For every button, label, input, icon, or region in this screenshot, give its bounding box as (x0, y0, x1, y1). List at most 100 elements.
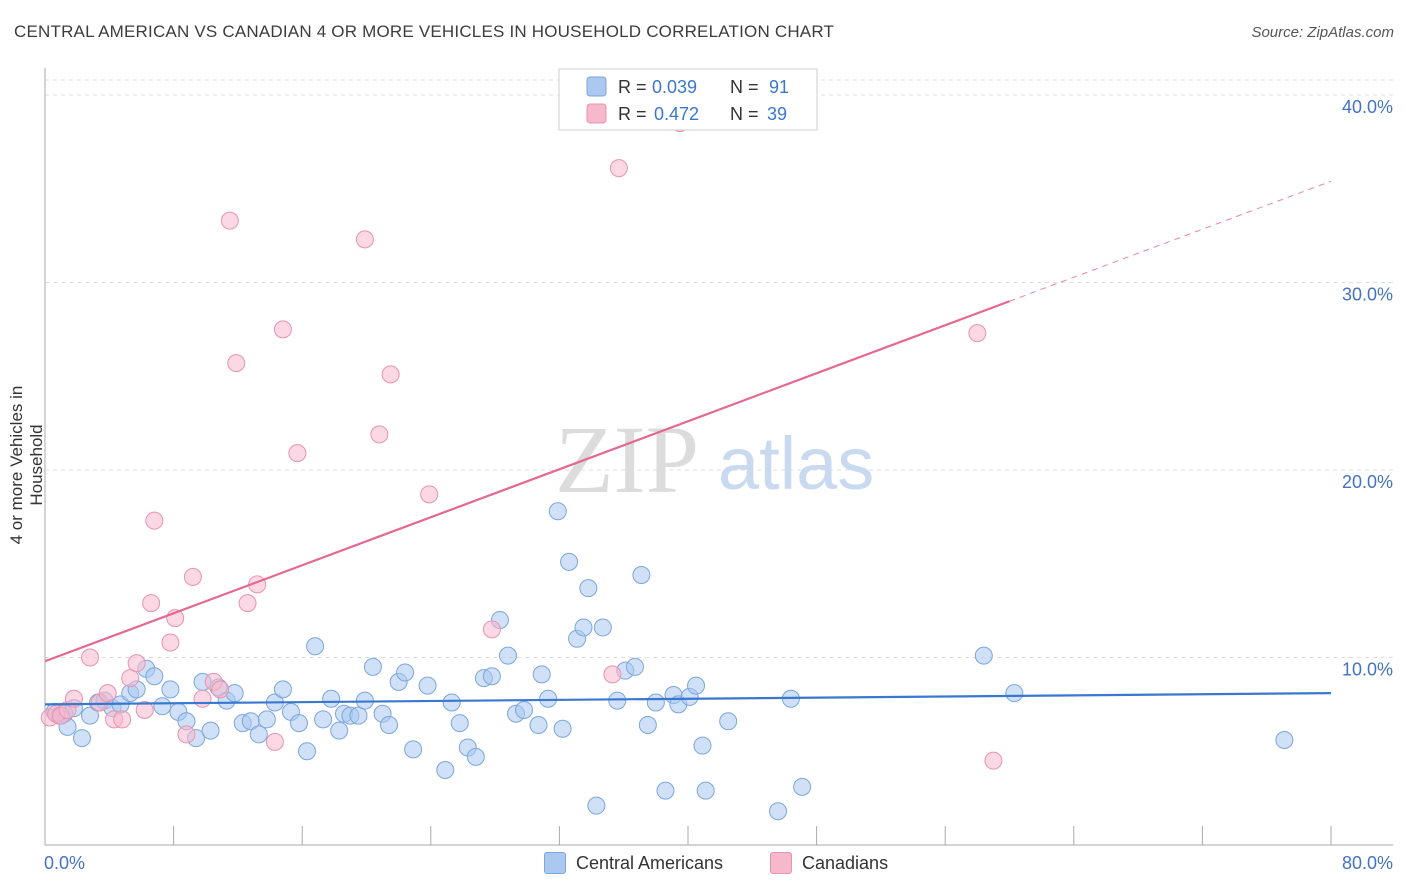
legend-swatch-canadians (586, 103, 607, 124)
trend-line-extension (1009, 180, 1332, 302)
bottom-legend-label: Canadians (802, 852, 889, 873)
data-point (396, 663, 415, 682)
data-point (98, 684, 117, 703)
chart-title: CENTRAL AMERICAN VS CANADIAN 4 OR MORE V… (14, 22, 835, 41)
bottom-legend-label: Central Americans (576, 852, 724, 873)
y-tick-label: 20.0% (1342, 472, 1393, 492)
data-point (249, 725, 268, 744)
data-point (81, 706, 100, 725)
data-point (450, 714, 469, 733)
data-point (227, 354, 246, 373)
data-point (145, 511, 164, 530)
watermark-zip: ZIP (555, 406, 699, 513)
legend: R = 0.039 N = 91 R = 0.472 N = 39 (558, 68, 818, 131)
data-point (273, 320, 292, 339)
data-point (183, 567, 202, 586)
data-point (1005, 684, 1024, 703)
data-point (696, 781, 715, 800)
data-point (515, 701, 534, 719)
data-point (693, 736, 712, 755)
data-point (498, 646, 517, 665)
trend-line (44, 692, 1332, 706)
data-point (238, 594, 257, 613)
bottom-legend-canadians: Canadians (770, 852, 888, 874)
data-point (289, 714, 308, 733)
data-point (220, 211, 239, 230)
data-point (273, 680, 292, 699)
x-tick-label-end: 80.0% (1342, 853, 1393, 873)
data-point (553, 719, 572, 738)
legend-n-label: N = (730, 77, 759, 97)
data-point (161, 680, 180, 699)
data-point (625, 657, 644, 676)
data-point (322, 689, 341, 708)
data-point (211, 680, 230, 699)
data-point (314, 710, 333, 729)
legend-r-value-central: 0.039 (652, 77, 697, 97)
legend-swatch-central-americans (586, 76, 607, 97)
data-point (532, 665, 551, 684)
data-point (142, 594, 161, 613)
data-point (381, 365, 400, 384)
data-point (404, 740, 423, 759)
data-point (793, 777, 812, 796)
tick-labels: 10.0% 20.0% 30.0% 40.0% 0.0% 80.0% (44, 97, 1393, 873)
data-point (632, 566, 651, 584)
data-point (145, 667, 164, 686)
y-tick-label: 10.0% (1342, 660, 1393, 680)
y-tick-label: 40.0% (1342, 97, 1393, 117)
data-point (687, 676, 706, 695)
data-point (81, 648, 100, 667)
data-point (420, 485, 439, 504)
data-point (579, 579, 598, 598)
watermark: ZIP atlas (555, 406, 874, 513)
data-point (442, 693, 461, 712)
data-point (560, 552, 579, 571)
data-point (603, 665, 622, 684)
data-point (113, 710, 132, 729)
data-point (257, 710, 276, 729)
data-point (177, 725, 196, 744)
legend-n-label: N = (730, 104, 759, 124)
data-point (482, 620, 501, 639)
data-point (330, 721, 349, 740)
data-point (418, 676, 437, 695)
bottom-legend-swatch (770, 852, 792, 874)
data-point (539, 689, 558, 708)
data-point (587, 796, 606, 815)
trend-line (44, 300, 1010, 663)
data-point (153, 697, 172, 716)
data-point (968, 324, 987, 343)
data-point (193, 689, 212, 708)
data-point (529, 716, 548, 734)
data-point (974, 646, 993, 665)
data-point (574, 618, 593, 637)
data-point (719, 712, 738, 731)
legend-n-value-central: 91 (769, 77, 789, 97)
data-point (135, 701, 154, 719)
data-point (161, 633, 180, 652)
data-point (656, 781, 675, 800)
data-point (436, 761, 455, 779)
data-point (593, 618, 612, 637)
data-point (349, 706, 368, 725)
data-point (769, 802, 788, 821)
data-point (121, 669, 140, 688)
bottom-legend-swatch (544, 852, 566, 874)
trend-lines (44, 180, 1332, 706)
data-point (288, 444, 307, 463)
data-point (609, 159, 628, 178)
data-point (370, 425, 389, 444)
x-tick-label-start: 0.0% (44, 853, 85, 873)
data-point (984, 751, 1003, 770)
data-point (298, 742, 317, 761)
data-point (72, 729, 91, 748)
source-label: Source: ZipAtlas.com (1251, 24, 1394, 41)
bottom-legend-central-americans: Central Americans (544, 852, 723, 874)
data-point (638, 716, 657, 734)
gridlines (45, 79, 1393, 658)
data-point (380, 716, 399, 734)
data-point (306, 637, 325, 656)
data-point (355, 230, 374, 249)
